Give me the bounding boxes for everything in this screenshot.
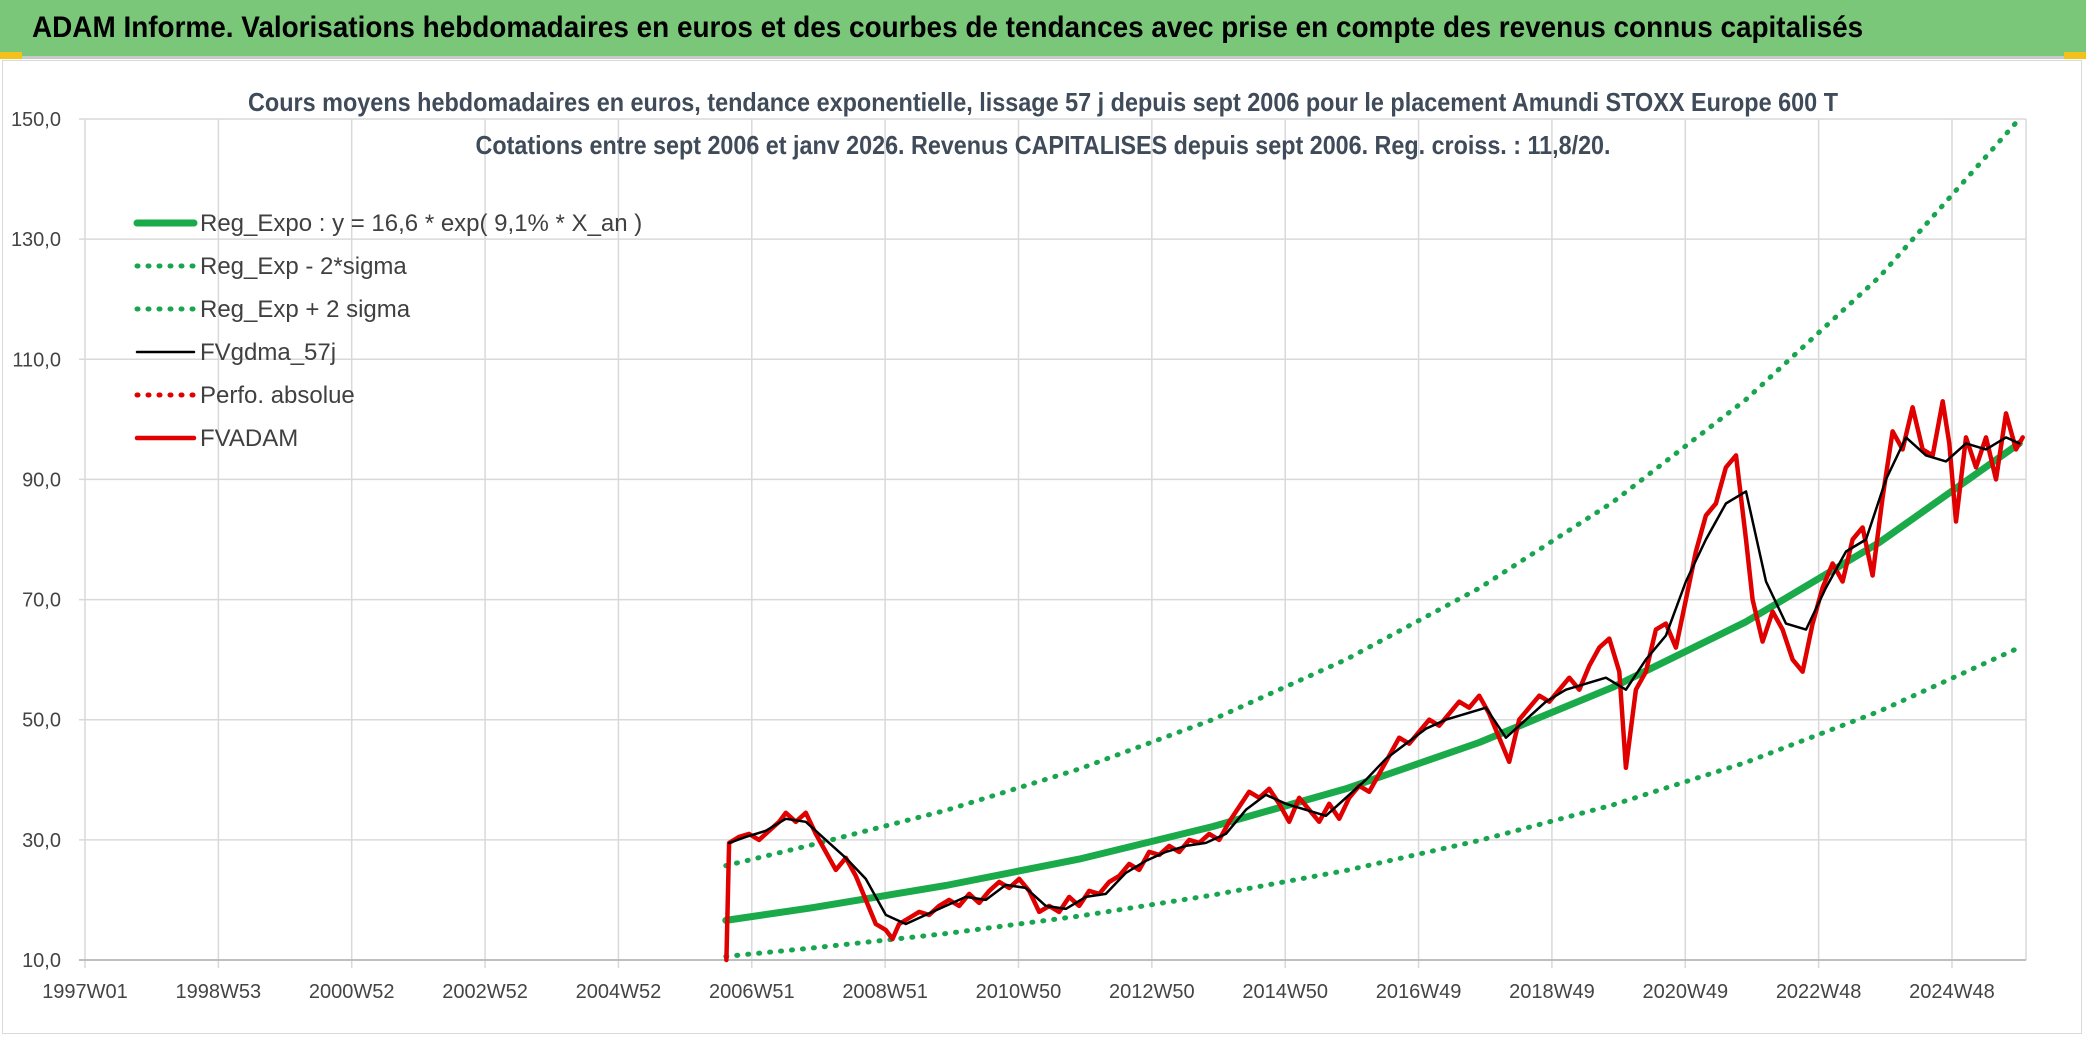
series-line-1 xyxy=(723,645,2022,959)
y-tick-label: 90,0 xyxy=(22,469,61,491)
y-tick-label: 110,0 xyxy=(12,349,61,371)
page-title: ADAM Informe. Valorisations hebdomadaire… xyxy=(32,11,1864,44)
legend-label: FVADAM xyxy=(200,425,298,452)
corner-marker-left xyxy=(0,52,22,59)
y-tick-label: 70,0 xyxy=(22,590,61,612)
x-tick-label: 2010W50 xyxy=(976,981,1062,1003)
series-line-3 xyxy=(727,436,2021,926)
legend-label: FVgdma_57j xyxy=(200,339,336,366)
corner-marker-right xyxy=(2064,52,2086,59)
legend: Reg_Expo : y = 16,6 * exp( 9,1% * X_an )… xyxy=(133,210,642,452)
legend-label: Reg_Exp - 2*sigma xyxy=(200,253,407,280)
x-tick-label: 2012W50 xyxy=(1109,981,1195,1003)
y-tick-label: 50,0 xyxy=(22,710,61,732)
x-tick-label: 2020W49 xyxy=(1642,981,1728,1003)
series-line-2 xyxy=(723,116,2022,869)
x-tick-label: 2016W49 xyxy=(1376,981,1462,1003)
x-tick-label: 2008W51 xyxy=(842,981,928,1003)
chart-title: Cours moyens hebdomadaires en euros, ten… xyxy=(248,87,1838,117)
x-tick-label: 2014W50 xyxy=(1242,981,1328,1003)
legend-label: Reg_Exp + 2 sigma xyxy=(200,296,411,323)
x-tick-label: 1998W53 xyxy=(176,981,262,1003)
x-tick-label: 1997W01 xyxy=(42,981,128,1003)
header-bar: ADAM Informe. Valorisations hebdomadaire… xyxy=(0,0,2086,59)
y-tick-label: 10,0 xyxy=(22,950,61,972)
x-tick-label: 2002W52 xyxy=(442,981,528,1003)
series-line-0 xyxy=(722,439,2023,924)
x-tick-label: 2022W48 xyxy=(1776,981,1862,1003)
y-tick-label: 30,0 xyxy=(22,830,61,852)
chart-subtitle: Cotations entre sept 2006 et janv 2026. … xyxy=(476,130,1611,160)
x-tick-label: 2024W48 xyxy=(1909,981,1995,1003)
x-tick-label: 2004W52 xyxy=(576,981,662,1003)
grid xyxy=(79,118,2027,968)
y-tick-label: 130,0 xyxy=(11,229,61,251)
x-tick-label: 2000W52 xyxy=(309,981,395,1003)
legend-label: Reg_Expo : y = 16,6 * exp( 9,1% * X_an ) xyxy=(200,210,642,237)
legend-label: Perfo. absolue xyxy=(200,382,355,409)
chart-area xyxy=(2,60,2082,1034)
series xyxy=(722,116,2025,963)
axes: 150,0 130,0 110,0 90,0 70,0 50,0 30,0 10,0 1997W… xyxy=(11,109,2026,1003)
x-tick-label: 2006W51 xyxy=(709,981,795,1003)
x-tick-label: 2018W49 xyxy=(1509,981,1595,1003)
series-line-5 xyxy=(724,399,2025,963)
y-tick-label: 150,0 xyxy=(11,109,61,131)
